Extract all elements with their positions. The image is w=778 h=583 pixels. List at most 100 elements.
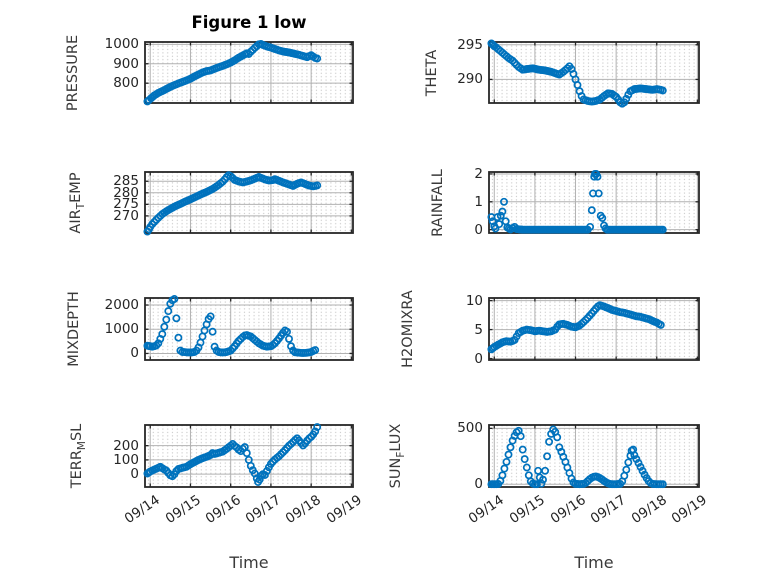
data-point-marker [218,61,227,70]
data-point-marker [624,458,633,467]
data-point-marker [174,465,183,473]
data-point-marker [281,446,289,455]
data-point-marker [498,471,507,480]
terr-msl-plot-area [143,423,354,488]
data-point-marker [222,444,231,453]
data-point-marker [553,433,562,442]
data-point-marker [283,48,292,57]
data-point-marker [493,213,502,222]
data-point-marker [579,318,588,326]
data-point-marker [487,39,496,48]
data-point-marker [608,305,617,314]
data-point-marker [634,459,643,467]
data-point-marker [202,67,211,76]
data-point-marker [152,464,161,473]
data-point-marker [160,322,169,331]
data-point-marker [520,326,529,335]
data-point-marker [557,320,566,329]
data-point-marker [500,464,509,473]
data-point-marker [608,225,617,234]
data-point-marker [252,474,261,483]
data-point-marker [143,97,152,106]
data-point-marker [541,466,550,475]
data-point-marker [204,315,213,324]
data-point-marker [522,65,531,73]
data-point-marker [154,463,163,472]
data-point-marker [192,192,201,201]
data-point-marker [295,179,304,188]
data-point-marker [561,320,570,329]
data-point-marker [630,85,639,94]
pressure-plot-area [143,39,354,106]
data-point-marker [571,323,580,332]
data-point-marker [220,446,229,455]
data-point-marker [273,45,281,54]
data-point-marker [176,199,185,208]
data-point-marker [250,335,259,344]
data-point-marker [528,479,537,488]
axes-box [488,171,700,234]
data-point-marker [246,332,255,341]
data-point-marker [156,462,165,471]
terr-msl-y-tick-label: 200 [113,437,139,454]
data-point-marker [532,225,541,234]
data-point-marker [644,477,653,486]
data-point-marker [629,445,638,454]
data-point-marker [656,85,665,94]
data-point-marker [614,95,623,104]
data-point-marker [573,480,582,488]
data-point-marker [582,225,591,234]
data-point-marker [277,177,285,186]
data-point-marker [273,176,281,184]
data-points [487,301,665,354]
data-point-marker [303,180,312,189]
data-point-marker [518,225,527,234]
data-point-marker [248,334,257,343]
data-point-marker [594,189,603,198]
data-point-marker [162,466,171,475]
data-point-marker [534,225,543,234]
data-point-marker [182,76,191,85]
data-point-marker [242,49,251,58]
data-point-marker [146,223,155,231]
data-point-marker [602,90,610,99]
data-point-marker [228,440,237,448]
data-point-marker [638,313,647,322]
data-point-marker [522,325,531,334]
data-point-marker [567,65,576,73]
sun-flux-x-tick-label: 09/15 [506,492,548,528]
data-point-marker [492,43,501,52]
data-point-marker [638,466,647,475]
data-point-marker [490,42,499,51]
data-point-marker [236,52,245,61]
data-point-marker [145,225,153,234]
data-point-marker [293,50,302,59]
data-point-marker [547,327,556,336]
terr-msl-x-tick-label: 09/16 [202,492,244,528]
data-point-marker [196,190,205,199]
data-point-marker [632,312,641,321]
data-point-marker [242,177,251,186]
data-point-marker [240,443,249,452]
data-point-marker [143,341,152,350]
data-point-marker [546,225,555,234]
data-point-marker [563,463,572,472]
rainfall-y-axis-label: RAINFALL [430,168,446,237]
data-point-marker [289,438,298,446]
data-point-marker [543,327,552,336]
data-point-marker [502,457,511,466]
data-point-marker [309,347,318,355]
data-point-marker [196,69,205,78]
data-point-marker [591,472,600,481]
data-point-marker [575,87,584,96]
data-point-marker [200,67,209,76]
minor-grid [489,172,699,233]
data-point-marker [299,349,308,357]
data-point-marker [632,455,641,464]
data-point-marker [254,339,263,348]
terr-msl-x-tick-label: 09/14 [121,492,164,528]
data-point-marker [184,461,193,470]
